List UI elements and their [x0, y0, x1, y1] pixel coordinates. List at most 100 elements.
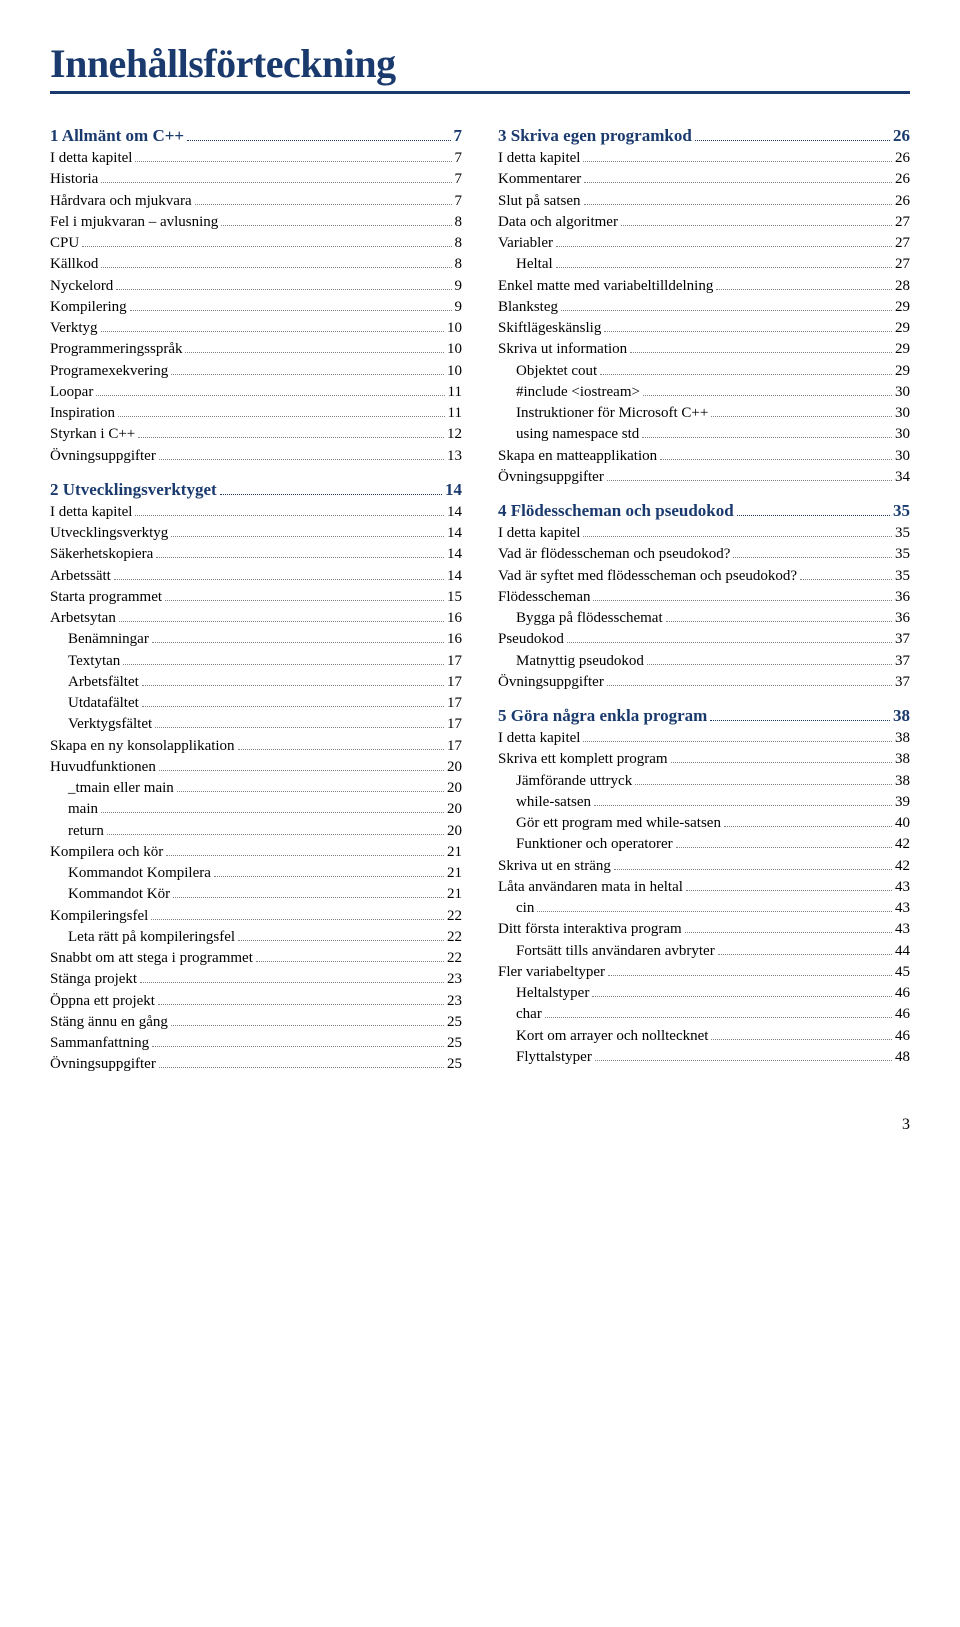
toc-page: 7	[455, 191, 463, 211]
toc-leader-dots	[82, 236, 451, 248]
toc-page: 43	[895, 898, 910, 918]
toc-entry: I detta kapitel35	[498, 523, 910, 543]
toc-label: Historia	[50, 169, 98, 189]
toc-leader-dots	[214, 866, 444, 878]
toc-label: 5 Göra några enkla program	[498, 706, 707, 726]
toc-leader-dots	[567, 632, 892, 644]
toc-label: main	[68, 799, 98, 819]
toc-entry: main20	[50, 799, 462, 819]
toc-page: 17	[447, 714, 462, 734]
toc-leader-dots	[159, 759, 444, 771]
toc-label: Fortsätt tills användaren avbryter	[516, 941, 715, 961]
toc-label: CPU	[50, 233, 79, 253]
toc-leader-dots	[733, 547, 892, 559]
toc-label: Nyckelord	[50, 276, 113, 296]
toc-page: 42	[895, 834, 910, 854]
toc-page: 16	[447, 608, 462, 628]
toc-page: 38	[895, 749, 910, 769]
toc-page: 38	[893, 706, 910, 726]
toc-page: 35	[895, 523, 910, 543]
toc-columns: 1 Allmänt om C++7I detta kapitel7Histori…	[50, 126, 910, 1076]
toc-chapter: 4 Flödesscheman och pseudokod35	[498, 501, 910, 521]
page-title: Innehållsförteckning	[50, 40, 910, 87]
toc-label: Enkel matte med variabeltilldelning	[498, 276, 713, 296]
toc-entry: Utdatafältet17	[50, 693, 462, 713]
toc-page: 7	[455, 148, 463, 168]
toc-label: Källkod	[50, 254, 98, 274]
toc-leader-dots	[185, 342, 444, 354]
toc-leader-dots	[118, 406, 445, 418]
toc-leader-dots	[158, 993, 444, 1005]
toc-page: 22	[447, 906, 462, 926]
toc-page: 27	[895, 254, 910, 274]
toc-leader-dots	[107, 823, 444, 835]
toc-page: 14	[445, 480, 462, 500]
toc-page: 30	[895, 424, 910, 444]
toc-label: I detta kapitel	[50, 502, 132, 522]
toc-page: 9	[455, 297, 463, 317]
toc-leader-dots	[165, 589, 444, 601]
toc-page: 10	[447, 361, 462, 381]
toc-chapter: 5 Göra några enkla program 38	[498, 706, 910, 726]
toc-leader-dots	[96, 384, 444, 396]
toc-label: Gör ett program med while-satsen	[516, 813, 721, 833]
toc-page: 36	[895, 587, 910, 607]
toc-entry: Styrkan i C++12	[50, 424, 462, 444]
toc-page: 39	[895, 792, 910, 812]
toc-label: Skriva ett komplett program	[498, 749, 668, 769]
toc-leader-dots	[584, 193, 893, 205]
toc-page: 17	[447, 693, 462, 713]
toc-leader-dots	[724, 816, 892, 828]
toc-leader-dots	[671, 752, 892, 764]
toc-leader-dots	[159, 448, 444, 460]
toc-page: 28	[895, 276, 910, 296]
toc-page: 14	[447, 502, 462, 522]
toc-entry: Benämningar16	[50, 629, 462, 649]
toc-leader-dots	[101, 172, 451, 184]
toc-label: I detta kapitel	[498, 148, 580, 168]
toc-page: 38	[895, 771, 910, 791]
toc-leader-dots	[116, 278, 451, 290]
toc-entry: Data och algoritmer27	[498, 212, 910, 232]
toc-label: Skapa en ny konsolapplikation	[50, 736, 235, 756]
toc-label: Jämförande uttryck	[516, 771, 632, 791]
toc-entry: Verktygsfältet17	[50, 714, 462, 734]
toc-label: Sammanfattning	[50, 1033, 149, 1053]
toc-entry: I detta kapitel 14	[50, 502, 462, 522]
toc-leader-dots	[595, 1049, 892, 1061]
toc-entry: Kort om arrayer och nolltecknet46	[498, 1026, 910, 1046]
toc-page: 25	[447, 1033, 462, 1053]
toc-page: 17	[447, 672, 462, 692]
title-rule	[50, 91, 910, 94]
toc-page: 30	[895, 446, 910, 466]
toc-label: Leta rätt på kompileringsfel	[68, 927, 235, 947]
toc-leader-dots	[600, 363, 892, 375]
toc-leader-dots	[583, 731, 892, 743]
toc-leader-dots	[177, 781, 444, 793]
toc-entry: I detta kapitel7	[50, 148, 462, 168]
toc-leader-dots	[561, 299, 892, 311]
toc-label: Slut på satsen	[498, 191, 581, 211]
toc-leader-dots	[556, 257, 892, 269]
toc-label: Data och algoritmer	[498, 212, 618, 232]
toc-page: 21	[447, 842, 462, 862]
toc-chapter: 1 Allmänt om C++7	[50, 126, 462, 146]
toc-entry: Övningsuppgifter34	[498, 467, 910, 487]
toc-page: 38	[895, 728, 910, 748]
toc-label: Flyttalstyper	[516, 1047, 592, 1067]
toc-label: Hårdvara och mjukvara	[50, 191, 192, 211]
toc-page: 8	[455, 212, 463, 232]
toc-label: Styrkan i C++	[50, 424, 135, 444]
toc-page: 44	[895, 941, 910, 961]
toc-entry: cin43	[498, 898, 910, 918]
toc-leader-dots	[156, 547, 444, 559]
toc-entry: Nyckelord9	[50, 276, 462, 296]
toc-leader-dots	[166, 844, 444, 856]
toc-label: Skriva ut en sträng	[498, 856, 611, 876]
toc-entry: Blanksteg29	[498, 297, 910, 317]
toc-leader-dots	[592, 986, 892, 998]
toc-entry: Kommandot Kompilera21	[50, 863, 462, 883]
toc-leader-dots	[130, 299, 452, 311]
toc-leader-dots	[718, 943, 892, 955]
toc-page: 17	[447, 736, 462, 756]
